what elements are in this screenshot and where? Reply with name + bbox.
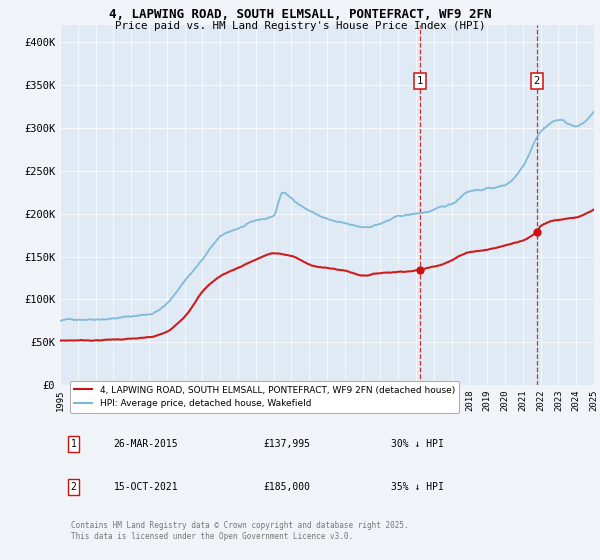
Text: 35% ↓ HPI: 35% ↓ HPI [391, 482, 444, 492]
Text: 4, LAPWING ROAD, SOUTH ELMSALL, PONTEFRACT, WF9 2FN: 4, LAPWING ROAD, SOUTH ELMSALL, PONTEFRA… [109, 8, 491, 21]
Text: 1: 1 [71, 440, 77, 449]
Text: 2: 2 [71, 482, 77, 492]
Text: 2: 2 [534, 76, 540, 86]
Text: £185,000: £185,000 [263, 482, 310, 492]
Text: Price paid vs. HM Land Registry's House Price Index (HPI): Price paid vs. HM Land Registry's House … [115, 21, 485, 31]
Text: 30% ↓ HPI: 30% ↓ HPI [391, 440, 444, 449]
Legend: 4, LAPWING ROAD, SOUTH ELMSALL, PONTEFRACT, WF9 2FN (detached house), HPI: Avera: 4, LAPWING ROAD, SOUTH ELMSALL, PONTEFRA… [70, 381, 460, 413]
Text: Contains HM Land Registry data © Crown copyright and database right 2025.
This d: Contains HM Land Registry data © Crown c… [71, 521, 409, 541]
Text: 26-MAR-2015: 26-MAR-2015 [113, 440, 178, 449]
Text: 1: 1 [417, 76, 423, 86]
Text: £137,995: £137,995 [263, 440, 310, 449]
Text: 15-OCT-2021: 15-OCT-2021 [113, 482, 178, 492]
